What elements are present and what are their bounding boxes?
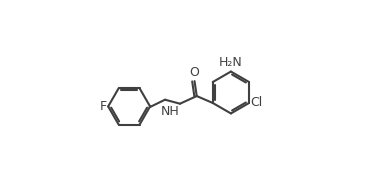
Text: H₂N: H₂N (219, 56, 243, 69)
Text: Cl: Cl (250, 97, 262, 110)
Text: O: O (190, 66, 200, 79)
Text: NH: NH (161, 105, 179, 118)
Text: F: F (100, 100, 107, 113)
